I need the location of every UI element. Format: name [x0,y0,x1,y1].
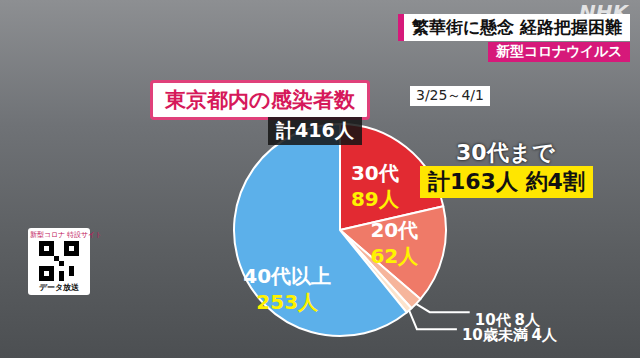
svg-text:30代: 30代 [351,161,399,185]
svg-text:4人: 4人 [532,326,558,344]
svg-text:40代以上: 40代以上 [243,264,331,288]
html-text:東京都内の感染者数: 東京都内の感染者数 [165,88,355,112]
svg-text:89人: 89人 [351,187,400,211]
html-text:計416人: 計416人 [276,119,354,141]
html-text:新型コロナ 特設サイト: 新型コロナ 特設サイト [30,231,103,239]
html-text:計163人 約4割: 計163人 約4割 [428,169,585,194]
svg-text:253人: 253人 [256,290,319,314]
html-text:データ放送: データ放送 [39,283,79,292]
html-text:繁華街に懸念 経路把握困難: 繁華街に懸念 経路把握困難 [412,17,622,37]
html-text:10代 8人: 10代 8人 [474,310,540,329]
svg-text:10歳未満: 10歳未満 [462,326,528,344]
html-text:新型コロナウイルス: 新型コロナウイルス [496,43,622,59]
html-text:NHK: NHK [579,0,628,24]
svg-text:20代: 20代 [370,218,418,242]
svg-text:62人: 62人 [370,244,419,268]
html-text:30代まで: 30代まで [456,140,555,165]
html-text:3/25～4/1: 3/25～4/1 [416,87,484,103]
